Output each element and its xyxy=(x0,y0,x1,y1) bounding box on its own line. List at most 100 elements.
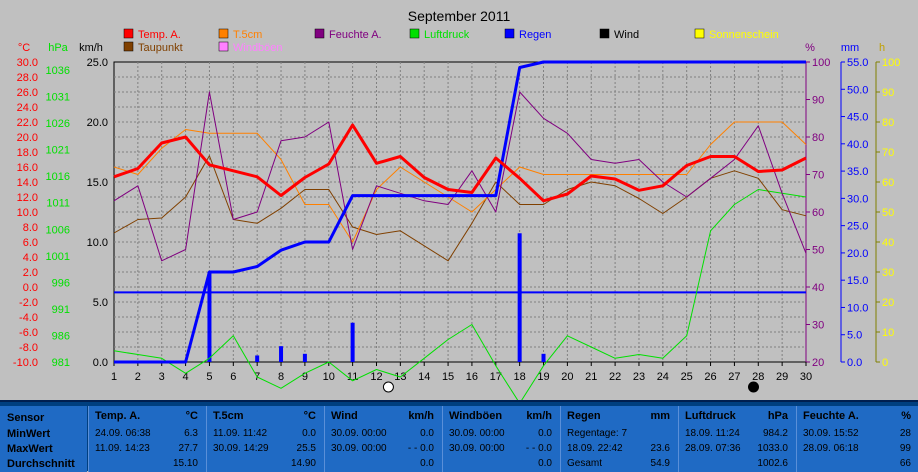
rain-bar xyxy=(350,322,355,362)
x-tick-label: 21 xyxy=(585,371,597,383)
cell-left: Gesamt xyxy=(567,458,603,469)
pressure-tick-label: 996 xyxy=(52,277,70,289)
humidity-tick-label: 20 xyxy=(812,357,824,369)
temp-tick-label: 2.0 xyxy=(23,267,38,279)
rain-tick-label: 40.0 xyxy=(847,139,868,151)
temp-tick-label: -4.0 xyxy=(19,312,38,324)
x-tick-label: 16 xyxy=(466,371,478,383)
wind-tick-label: 10.0 xyxy=(87,237,108,249)
x-tick-label: 5 xyxy=(206,371,212,383)
rain-tick-label: 35.0 xyxy=(847,166,868,178)
temp-tick-label: 20.0 xyxy=(17,132,38,144)
pressure-tick-label: 1021 xyxy=(46,145,70,157)
legend-swatch xyxy=(599,28,610,39)
sun-axis-unit: h xyxy=(879,42,885,54)
sun-tick-label: 0 xyxy=(882,357,888,369)
rain-bar xyxy=(302,353,307,362)
rain-tick-label: 55.0 xyxy=(847,57,868,69)
temp-tick-label: 22.0 xyxy=(17,117,38,129)
legend-swatch xyxy=(409,28,420,39)
cell-value: 15.10 xyxy=(172,458,198,469)
column-title: Luftdruck xyxy=(685,410,736,422)
wind-tick-label: 25.0 xyxy=(87,57,108,69)
temp-tick-label: 28.0 xyxy=(17,72,38,84)
rain-bar xyxy=(279,346,284,362)
x-tick-label: 14 xyxy=(418,371,430,383)
legend-swatch xyxy=(314,28,325,39)
x-tick-label: 10 xyxy=(323,371,335,383)
sun-tick-label: 80 xyxy=(882,117,894,129)
rain-tick-label: 50.0 xyxy=(847,84,868,96)
rain-tick-label: 0.0 xyxy=(847,357,862,369)
cell-value: 25.5 xyxy=(296,443,316,454)
legend-item: Windböen xyxy=(233,42,283,54)
x-tick-label: 4 xyxy=(183,371,189,383)
humidity-tick-label: 70 xyxy=(812,170,824,182)
cell-left: Regentage: 7 xyxy=(567,428,628,439)
column-title: T.5cm xyxy=(213,410,244,422)
series-line-temp-a- xyxy=(113,123,807,203)
pressure-tick-label: 1036 xyxy=(46,65,70,77)
cell-left: 18.09. 22:42 xyxy=(567,443,623,454)
stats-column: T.5cm °C 11.09. 11:42 0.0 30.09. 14:29 25.5 14… xyxy=(206,406,324,472)
temp-axis-unit: °C xyxy=(18,42,30,54)
cell-value: 1033.0 xyxy=(757,443,788,454)
temp-tick-label: -10.0 xyxy=(13,357,38,369)
x-tick-label: 8 xyxy=(278,371,284,383)
cell-left: 30.09. 00:00 xyxy=(331,428,387,439)
rain-tick-label: 15.0 xyxy=(847,275,868,287)
pressure-tick-label: 1011 xyxy=(46,198,70,210)
cell-value: 984.2 xyxy=(762,428,788,439)
x-tick-label: 15 xyxy=(442,371,454,383)
column-title: Temp. A. xyxy=(95,410,141,422)
min-label: MinWert xyxy=(7,428,51,440)
humidity-tick-label: 100 xyxy=(812,57,830,69)
legend-item: Feuchte A. xyxy=(329,29,382,41)
cell-left: 30.09. 00:00 xyxy=(449,428,505,439)
sensor-column: Sensor MinWert MaxWert Durchschnitt xyxy=(0,406,87,472)
sun-tick-label: 100 xyxy=(882,57,900,69)
max-label: MaxWert xyxy=(7,443,53,455)
humidity-tick-label: 40 xyxy=(812,282,824,294)
temp-tick-label: 10.0 xyxy=(17,207,38,219)
cell-value: 14.90 xyxy=(290,458,316,469)
cell-value: 1002.6 xyxy=(757,458,788,469)
cell-left: 30.09. 15:52 xyxy=(803,428,859,439)
legend-swatch xyxy=(218,41,229,52)
cell-left: 11.09. 11:42 xyxy=(213,428,268,439)
chart-legend: Temp. A. T.5cm Feuchte A. Luftdruck Regen Win… xyxy=(123,28,779,54)
cell-value: 99 xyxy=(899,443,911,454)
column-unit: °C xyxy=(303,410,316,422)
cell-value: 0.0 xyxy=(420,428,434,439)
legend-item: Luftdruck xyxy=(424,29,470,41)
rain-bars xyxy=(207,233,546,362)
temp-tick-label: 24.0 xyxy=(17,102,38,114)
cell-value: - - 0.0 xyxy=(525,443,552,454)
x-tick-label: 19 xyxy=(537,371,549,383)
temp-tick-label: 12.0 xyxy=(17,192,38,204)
pressure-axis-unit: hPa xyxy=(48,42,68,54)
cell-left: 30.09. 00:00 xyxy=(449,443,505,454)
column-unit: hPa xyxy=(767,410,788,422)
x-tick-label: 12 xyxy=(370,371,382,383)
legend-swatch xyxy=(123,41,134,52)
series-line-t-5cm xyxy=(113,121,807,243)
x-tick-label: 24 xyxy=(657,371,669,383)
weather-chart: September 2011 Temp. A. T.5cm Feuchte A. Lu… xyxy=(13,8,900,400)
pressure-tick-label: 986 xyxy=(52,330,70,342)
series-line-luftdruck xyxy=(113,189,807,400)
cell-left: 28.09. 06:18 xyxy=(803,443,859,454)
x-tick-label: 18 xyxy=(514,371,526,383)
wind-tick-label: 0.0 xyxy=(93,357,108,369)
humidity-tick-label: 30 xyxy=(812,320,824,332)
rain-bar xyxy=(207,272,212,362)
legend-swatch xyxy=(123,28,134,39)
x-tick-label: 30 xyxy=(800,371,812,383)
rain-bar xyxy=(517,233,522,362)
cell-value: - - 0.0 xyxy=(407,443,434,454)
sun-tick-label: 10 xyxy=(882,327,894,339)
cell-value: 28 xyxy=(899,428,911,439)
legend-swatch xyxy=(694,28,705,39)
pressure-tick-label: 1026 xyxy=(46,118,70,130)
stats-column: Temp. A. °C 24.09. 06:38 6.3 11.09. 14:23 27.… xyxy=(88,406,206,472)
